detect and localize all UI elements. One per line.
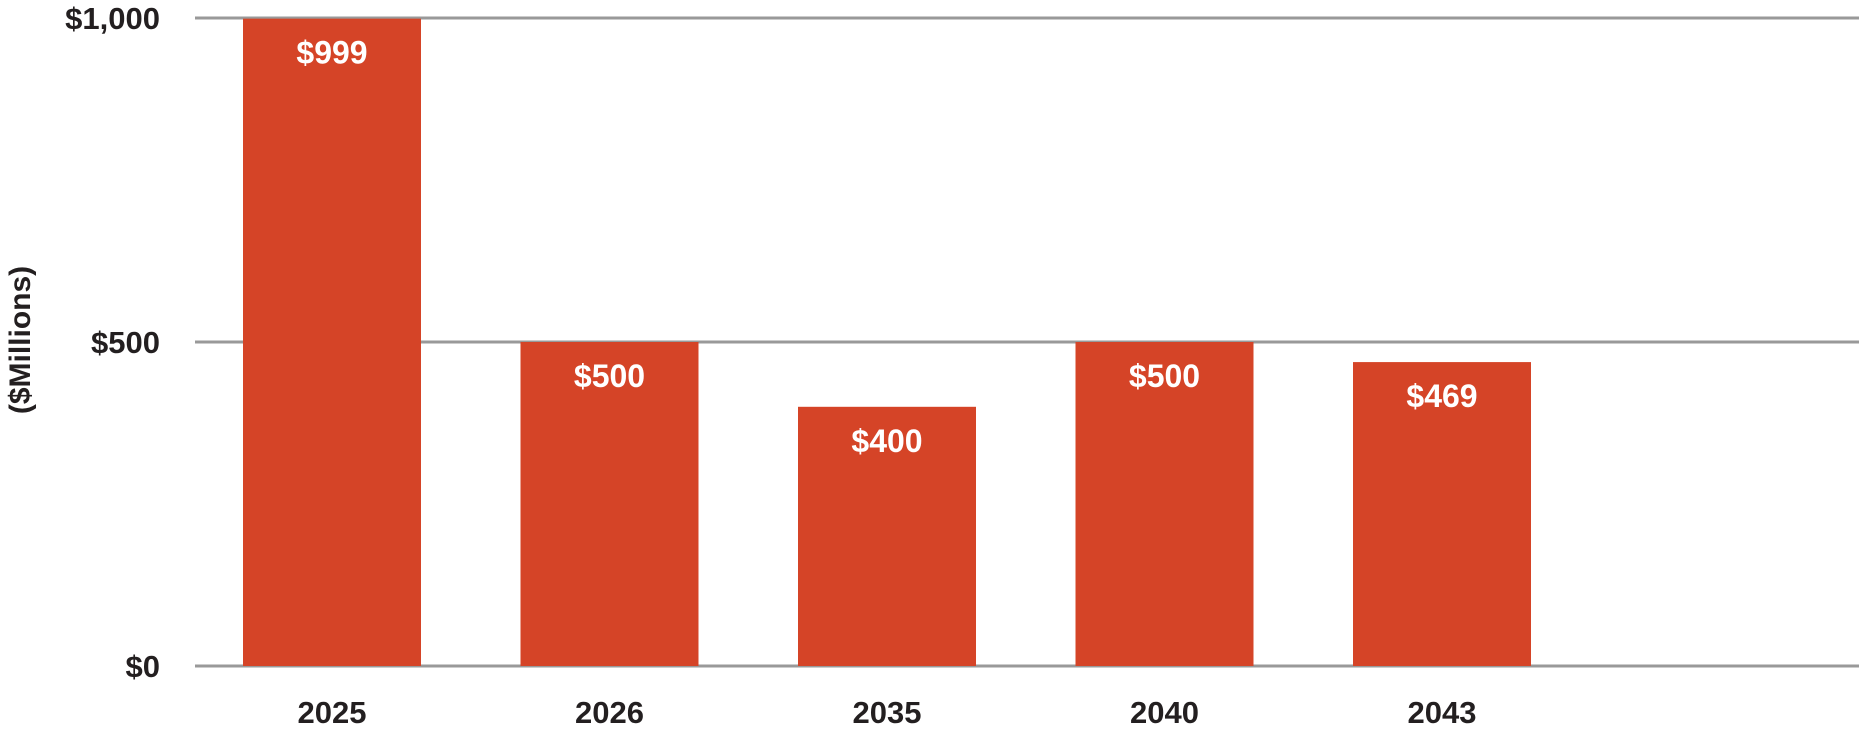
bar-2025 [243, 18, 421, 666]
data-label-2035: $400 [851, 423, 922, 459]
y-tick-label: $1,000 [65, 1, 160, 36]
x-tick-label-2035: 2035 [853, 695, 922, 730]
bar-2043 [1353, 362, 1531, 666]
gridlines [195, 16, 1859, 668]
bars: $999 $500 $400 $500 $469 [243, 18, 1531, 666]
y-tick-label: $0 [126, 649, 160, 684]
x-axis-categories: 2025 2026 2035 2040 2043 [298, 695, 1477, 730]
bar-2040 [1075, 342, 1254, 666]
y-axis-ticks: $0 $500 $1,000 [65, 1, 160, 684]
x-tick-label-2026: 2026 [575, 695, 644, 730]
x-tick-label-2040: 2040 [1130, 695, 1199, 730]
x-tick-label-2025: 2025 [298, 695, 367, 730]
y-tick-label: $500 [91, 325, 160, 360]
y-axis-title: ($Millions) [4, 266, 37, 414]
bar-2035 [798, 406, 976, 666]
bar-2026 [520, 342, 699, 666]
data-label-2043: $469 [1406, 378, 1477, 414]
data-label-2025: $999 [296, 35, 367, 71]
x-tick-label-2043: 2043 [1408, 695, 1477, 730]
data-label-2026: $500 [574, 358, 645, 394]
data-label-2040: $500 [1129, 358, 1200, 394]
